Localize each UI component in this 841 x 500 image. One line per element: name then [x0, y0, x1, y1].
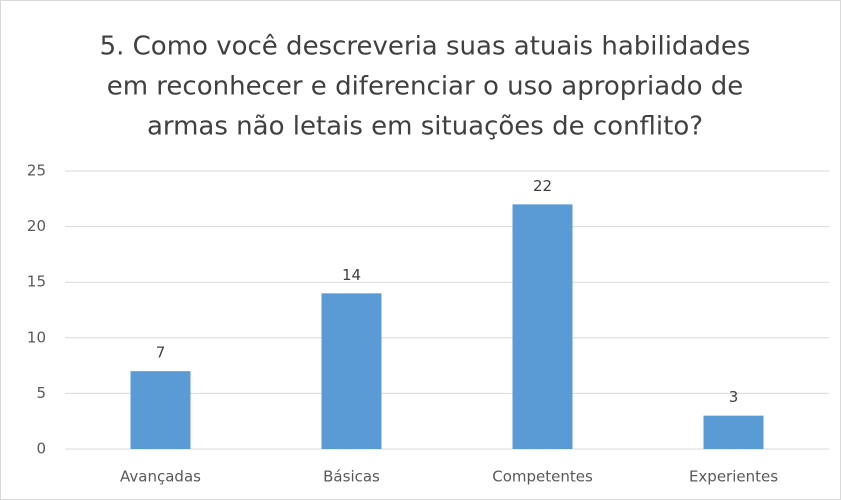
- x-tick-label: Avançadas: [120, 468, 201, 486]
- y-tick-label: 0: [36, 440, 46, 458]
- chart-title: em reconhecer e diferenciar o uso apropr…: [107, 72, 744, 102]
- data-label: 22: [533, 177, 552, 195]
- bar: [130, 371, 191, 449]
- chart-title: 5. Como você descreveria suas atuais hab…: [100, 32, 751, 62]
- y-tick-label: 15: [27, 273, 46, 291]
- y-tick-label: 25: [27, 162, 46, 180]
- x-tick-label: Básicas: [323, 468, 380, 486]
- x-tick-label: Experientes: [689, 468, 778, 486]
- x-tick-label: Competentes: [492, 468, 593, 486]
- data-label: 3: [729, 388, 739, 406]
- data-label: 14: [342, 266, 361, 284]
- y-tick-label: 5: [36, 384, 46, 402]
- y-tick-label: 10: [27, 328, 46, 346]
- chart-title: armas não letais em situações de conflit…: [147, 112, 703, 142]
- bar: [703, 415, 764, 449]
- y-tick-label: 20: [27, 217, 46, 235]
- data-label: 7: [156, 344, 166, 362]
- bar: [512, 204, 573, 449]
- bar: [321, 293, 382, 449]
